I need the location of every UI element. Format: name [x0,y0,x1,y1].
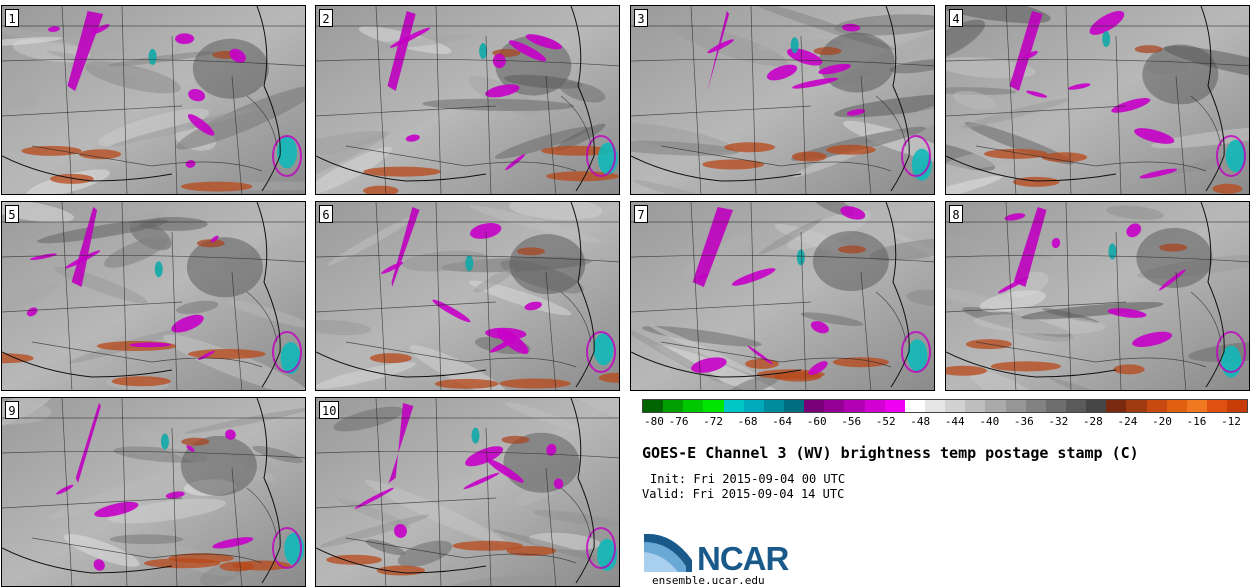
panel-member-number: 10 [319,401,340,419]
postage-stamp-panel: 2 [315,5,620,195]
postage-stamp-panel: 9 [1,397,306,587]
site-url[interactable]: ensemble.ucar.edu [652,574,765,587]
colorbar-swatch [1126,400,1147,412]
colorbar-swatch [1186,400,1207,412]
colorbar-swatch [1106,400,1127,412]
colorbar-swatch [965,400,986,412]
colorbar-swatch [945,400,966,412]
postage-stamp-panel: 10 [315,397,620,587]
colorbar-tick-label: -80 [644,415,664,428]
water-vapor-map [316,202,619,390]
colorbar-tick-label: -68 [737,415,758,428]
colorbar-tick-label: -40 [979,415,1000,428]
colorbar [642,399,1248,413]
water-vapor-map [316,398,619,586]
colorbar-swatch [1025,400,1046,412]
colorbar-tick-label: -64 [772,415,793,428]
colorbar-swatch [924,400,946,412]
colorbar-tick-label: -28 [1082,415,1103,428]
colorbar-swatch [663,400,684,412]
water-vapor-map [631,202,934,390]
colorbar-swatch [1206,400,1228,412]
colorbar-swatch [824,400,845,412]
colorbar-tick-label: -52 [875,415,896,428]
colorbar-tick-label: -76 [668,415,689,428]
colorbar-tick-label: -60 [806,415,827,428]
init-time: Init: Fri 2015-09-04 00 UTC [650,472,846,486]
panel-member-number: 6 [319,205,333,223]
colorbar-swatch [683,400,704,412]
postage-stamp-panel: 3 [630,5,935,195]
colorbar-tick-label: -36 [1013,415,1034,428]
colorbar-swatch [985,400,1006,412]
colorbar-tick-label: -24 [1117,415,1138,428]
colorbar-swatch [643,400,664,412]
colorbar-swatch [904,400,925,412]
postage-stamp-panel: 6 [315,201,620,391]
water-vapor-map [631,6,934,194]
colorbar-swatch [1005,400,1026,412]
panel-member-number: 7 [634,205,648,223]
panel-member-number: 3 [634,9,648,27]
colorbar-swatch [723,400,744,412]
colorbar-tick-label: -12 [1221,415,1241,428]
panel-member-number: 1 [5,9,19,27]
colorbar-tick-labels: -80 -76 -72 -68 -64 -60 -56 -52 -48 -44 -40 -36 -32-… [642,415,1248,429]
water-vapor-map [946,202,1249,390]
colorbar-swatch [1086,400,1107,412]
colorbar-swatch [844,400,865,412]
postage-stamp-panel: 4 [945,5,1250,195]
colorbar-tick-label: -16 [1186,415,1207,428]
water-vapor-map [2,202,305,390]
panel-member-number: 5 [5,205,19,223]
colorbar-swatch [804,400,825,412]
colorbar-tick-label: -20 [1152,415,1172,428]
colorbar-tick-label: -72 [703,415,723,428]
colorbar-swatch [1227,400,1248,412]
ncar-logo-icon [644,533,692,572]
water-vapor-map [946,6,1249,194]
colorbar-swatch [783,400,805,412]
figure-title: GOES-E Channel 3 (WV) brightness temp po… [642,444,1139,462]
panel-member-number: 4 [949,9,963,27]
panel-member-number: 2 [319,9,333,27]
panel-member-number: 8 [949,205,963,223]
water-vapor-map [316,6,619,194]
colorbar-swatch [1146,400,1167,412]
colorbar-swatch [763,400,784,412]
panel-member-number: 9 [5,401,19,419]
colorbar-tick-label: -44 [944,415,965,428]
colorbar-tick-label: -48 [910,415,931,428]
colorbar-swatch [703,400,724,412]
colorbar-swatch [1045,400,1066,412]
water-vapor-map [2,398,305,586]
colorbar-swatch [1166,400,1187,412]
colorbar-tick-label: -32 [1048,415,1069,428]
colorbar-swatch [864,400,885,412]
postage-stamp-panel: 8 [945,201,1250,391]
colorbar-tick-label: -56 [841,415,862,428]
colorbar-swatch [743,400,764,412]
postage-stamp-panel: 5 [1,201,306,391]
valid-time: Valid: Fri 2015-09-04 14 UTC [642,487,845,501]
postage-stamp-panel: 7 [630,201,935,391]
colorbar-swatch [1065,400,1087,412]
ncar-logo-text: NCAR [697,540,789,577]
postage-stamp-panel: 1 [1,5,306,195]
colorbar-swatch [884,400,905,412]
water-vapor-map [2,6,305,194]
